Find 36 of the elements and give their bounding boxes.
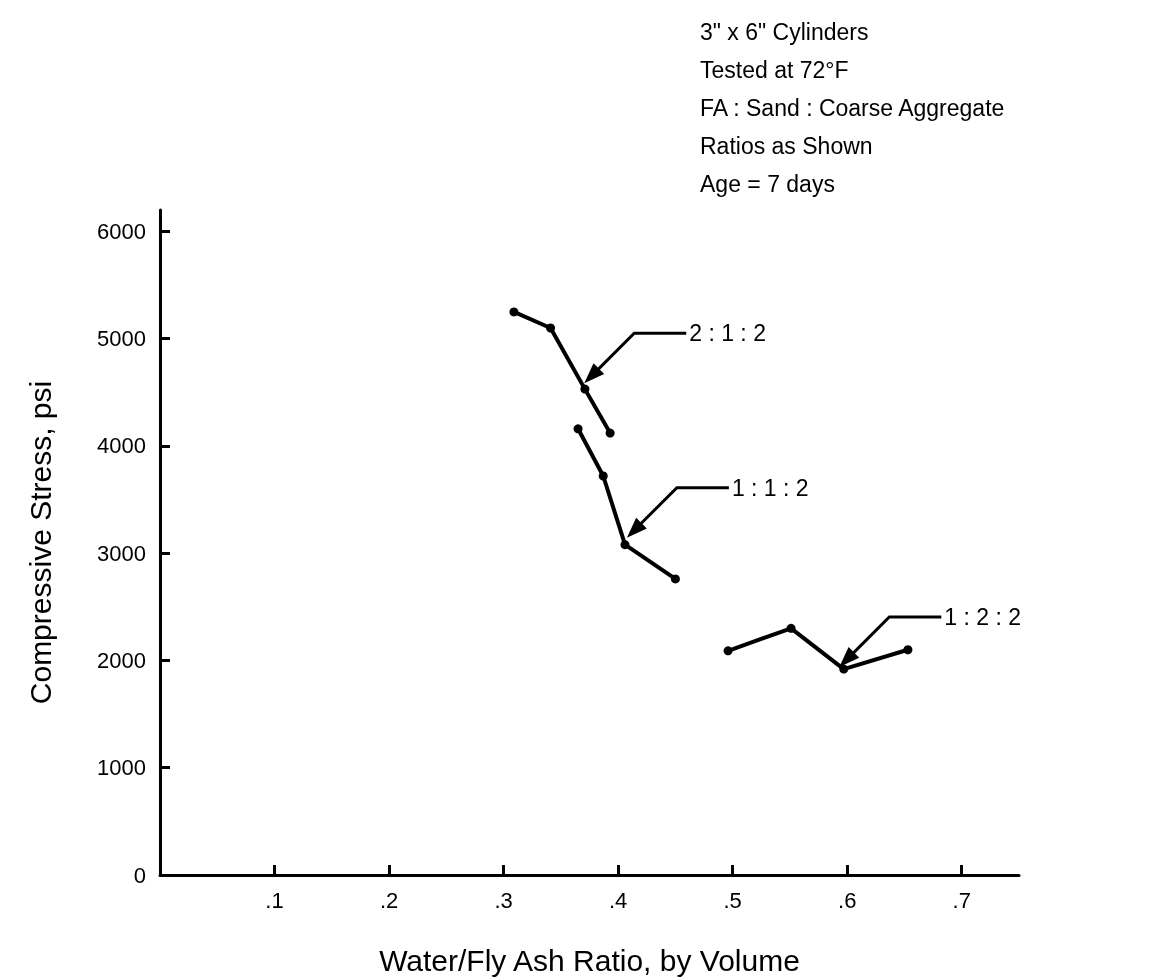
y-tick-label: 3000 <box>97 540 146 566</box>
x-tick-label: .4 <box>608 887 628 913</box>
text: 2 : 1 : 2 <box>689 320 766 347</box>
y-tick-label: 2000 <box>97 647 146 673</box>
point <box>573 424 583 434</box>
point <box>605 428 615 438</box>
series-label: 1 : 2 : 2 <box>944 603 1022 630</box>
text: 3" x 6" Cylinders <box>700 18 869 45</box>
x-tick-label: .1 <box>265 887 284 913</box>
y-tick-label: 4000 <box>97 433 146 459</box>
y-tick-label: 0 <box>133 862 146 888</box>
x-tick-label: .2 <box>379 887 399 913</box>
x-tick-label: .7 <box>952 887 971 913</box>
x-tick-label: .3 <box>494 887 513 913</box>
text: 1 : 1 : 2 <box>731 474 809 501</box>
point <box>598 471 608 481</box>
point <box>580 384 590 394</box>
point <box>839 664 849 674</box>
x-tick-label: .5 <box>723 887 742 913</box>
x-tick-label: .6 <box>838 887 857 913</box>
point <box>546 323 556 333</box>
y-tick-label: 6000 <box>97 218 146 244</box>
point <box>670 574 680 584</box>
y-tick-label: 1000 <box>97 755 146 781</box>
text: Ratios as Shown <box>700 132 873 159</box>
point <box>509 307 519 317</box>
point <box>786 623 796 633</box>
point <box>903 645 913 655</box>
y-tick-label: 5000 <box>97 326 146 352</box>
point <box>620 540 630 550</box>
text: FA : Sand : Coarse Aggregate <box>700 94 1005 121</box>
y-axis-title: Compressive Stress, psi <box>23 380 57 705</box>
point <box>723 646 733 656</box>
text: Age = 7 days <box>700 170 835 197</box>
x-axis-title: Water/Fly Ash Ratio, by Volume <box>379 943 800 977</box>
text: Tested at 72°F <box>700 56 849 83</box>
